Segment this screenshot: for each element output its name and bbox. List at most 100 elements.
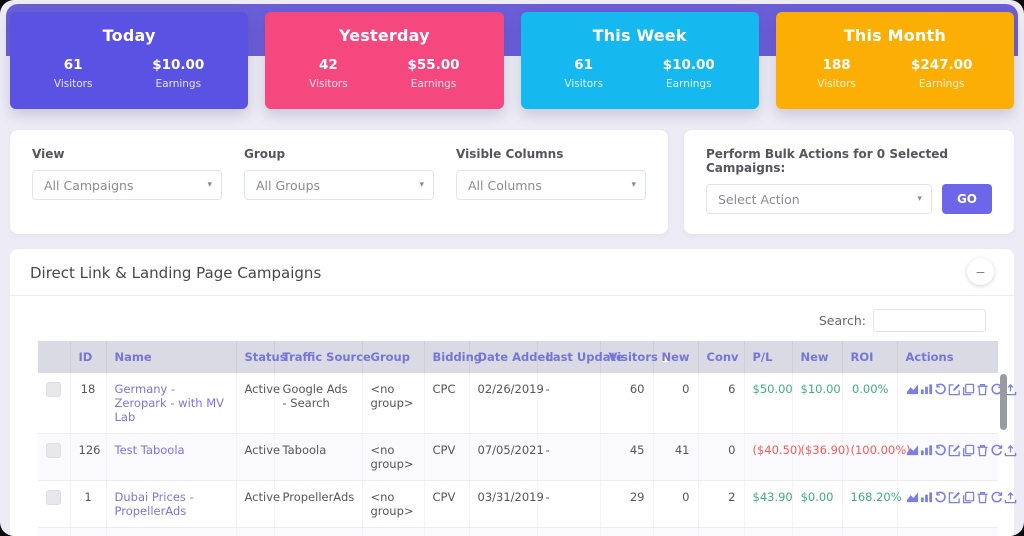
go-button[interactable]: GO bbox=[941, 184, 992, 214]
cell-visitors: 20 bbox=[600, 527, 654, 536]
cell-group: <no group> bbox=[362, 527, 425, 536]
cell-actions bbox=[897, 527, 998, 536]
upload-icon[interactable] bbox=[1004, 444, 1017, 457]
filters-section: View All Campaigns ▾ Group All Groups ▾ … bbox=[10, 130, 1014, 234]
card-title: This Month bbox=[843, 26, 946, 45]
visible-columns-field: Visible Columns All Columns ▾ bbox=[456, 147, 646, 214]
trash-icon[interactable] bbox=[976, 383, 989, 396]
cell-last-update: - bbox=[537, 373, 601, 434]
area-chart-icon[interactable] bbox=[906, 383, 919, 396]
copy-icon[interactable] bbox=[962, 491, 975, 504]
edit-icon[interactable] bbox=[948, 491, 961, 504]
campaign-link[interactable]: Test Taboola bbox=[114, 443, 185, 457]
group-select[interactable]: All Groups ▾ bbox=[244, 170, 434, 200]
row-checkbox[interactable] bbox=[46, 443, 61, 458]
visible-columns-select-value: All Columns bbox=[468, 177, 542, 193]
trash-icon[interactable] bbox=[976, 491, 989, 504]
column-header-new[interactable]: New bbox=[653, 341, 699, 373]
cell-date-added: 02/26/2019 bbox=[469, 373, 544, 434]
cell-select bbox=[38, 480, 71, 528]
cell-status: Active bbox=[236, 373, 280, 434]
chevron-down-icon: ▾ bbox=[207, 180, 212, 190]
column-header-new[interactable]: New bbox=[792, 341, 843, 373]
table-row: 4Austria - Bing - custom offerActiveBing… bbox=[38, 527, 998, 536]
filter-panel: View All Campaigns ▾ Group All Groups ▾ … bbox=[10, 130, 668, 234]
column-header-status[interactable]: Status bbox=[236, 341, 287, 373]
earnings-label: Earnings bbox=[918, 78, 965, 90]
cell-id: 18 bbox=[70, 373, 107, 434]
bulk-action-select[interactable]: Select Action ▾ bbox=[706, 184, 932, 214]
row-checkbox[interactable] bbox=[46, 490, 61, 505]
cell-last-update: - bbox=[537, 480, 601, 528]
column-header-roi[interactable]: ROI bbox=[842, 341, 898, 373]
column-header-traffic-source[interactable]: Traffic Source bbox=[274, 341, 371, 373]
column-header-group[interactable]: Group bbox=[362, 341, 425, 373]
cell-actions bbox=[897, 433, 1016, 481]
column-header-actions[interactable]: Actions bbox=[897, 341, 998, 373]
column-header-bidding[interactable]: Bidding bbox=[424, 341, 482, 373]
view-select[interactable]: All Campaigns ▾ bbox=[32, 170, 222, 200]
cell-pl: $92.00 bbox=[744, 527, 793, 536]
cell-new: 0 bbox=[653, 527, 699, 536]
cell-group: <no group> bbox=[362, 373, 425, 434]
column-header-name[interactable]: Name bbox=[106, 341, 237, 373]
stat-card-this-month: This Month 188 Visitors $247.00 Earnings bbox=[775, 12, 1014, 109]
campaign-link[interactable]: Germany - Zeropark - with MV Lab bbox=[114, 382, 225, 424]
visitors-value: 42 bbox=[319, 57, 338, 73]
column-header-id[interactable]: ID bbox=[70, 341, 107, 373]
bar-chart-icon[interactable] bbox=[920, 444, 933, 457]
view-select-value: All Campaigns bbox=[44, 177, 134, 193]
table-row: 1 Dubai Prices - PropellerAds Active Propel… bbox=[38, 480, 1016, 528]
bulk-action-select-value: Select Action bbox=[718, 191, 800, 207]
earnings-value: $55.00 bbox=[407, 57, 460, 73]
cell-traffic-source: Google Ads - Search bbox=[274, 373, 363, 434]
history-icon[interactable] bbox=[934, 383, 947, 396]
cell-date-added: 01/10/2019 bbox=[469, 527, 538, 536]
column-header-date-added[interactable]: Date Added bbox=[469, 341, 554, 373]
earnings-label: Earnings bbox=[410, 78, 457, 90]
cell-date-added: 07/05/2021 bbox=[469, 433, 544, 481]
history-icon[interactable] bbox=[934, 491, 947, 504]
history-icon[interactable] bbox=[934, 444, 947, 457]
campaign-link[interactable]: Dubai Prices - PropellerAds bbox=[114, 490, 194, 518]
upload-icon[interactable] bbox=[1004, 491, 1017, 504]
search-label: Search: bbox=[818, 313, 866, 328]
edit-icon[interactable] bbox=[948, 444, 961, 457]
column-header-p-l[interactable]: P/L bbox=[744, 341, 793, 373]
table-header-row: ID Name Status Traffic Source Group Bidding Da… bbox=[38, 341, 998, 373]
cell-new: 0 bbox=[653, 480, 699, 528]
edit-icon[interactable] bbox=[948, 383, 961, 396]
cell-pl: $50.00 bbox=[744, 373, 793, 434]
cell-conv: 0 bbox=[698, 433, 745, 481]
refresh-icon[interactable] bbox=[990, 444, 1003, 457]
bar-chart-icon[interactable] bbox=[920, 383, 933, 396]
campaigns-table: ID Name Status Traffic Source Group Bidding Da… bbox=[38, 341, 1016, 536]
visitors-label: Visitors bbox=[564, 78, 603, 90]
cell-select bbox=[38, 373, 71, 434]
cell-status: Active bbox=[236, 480, 280, 528]
copy-icon[interactable] bbox=[962, 444, 975, 457]
campaigns-panel: Direct Link & Landing Page Campaigns – S… bbox=[10, 249, 1016, 536]
visible-columns-select[interactable]: All Columns ▾ bbox=[456, 170, 646, 200]
trash-icon[interactable] bbox=[976, 444, 989, 457]
area-chart-icon[interactable] bbox=[906, 491, 919, 504]
cell-roi: (100.00%) bbox=[842, 433, 911, 481]
copy-icon[interactable] bbox=[962, 383, 975, 396]
row-checkbox[interactable] bbox=[46, 382, 61, 397]
cell-bidding: CPV bbox=[424, 480, 470, 528]
column-header-last-update[interactable]: Last Update bbox=[537, 341, 624, 373]
scrollbar-thumb[interactable] bbox=[1000, 374, 1007, 430]
cell-new: 0 bbox=[653, 373, 699, 434]
bar-chart-icon[interactable] bbox=[920, 491, 933, 504]
search-row: Search: bbox=[10, 296, 1014, 341]
cell-pl-new: ($36.90) bbox=[792, 433, 850, 481]
area-chart-icon[interactable] bbox=[906, 444, 919, 457]
cell-select bbox=[38, 527, 71, 536]
search-input[interactable] bbox=[873, 309, 986, 332]
collapse-button[interactable]: – bbox=[967, 258, 994, 285]
cell-traffic-source: PropellerAds bbox=[274, 480, 363, 528]
column-header-conv[interactable]: Conv bbox=[698, 341, 745, 373]
refresh-icon[interactable] bbox=[990, 491, 1003, 504]
card-title: Yesterday bbox=[338, 26, 430, 45]
